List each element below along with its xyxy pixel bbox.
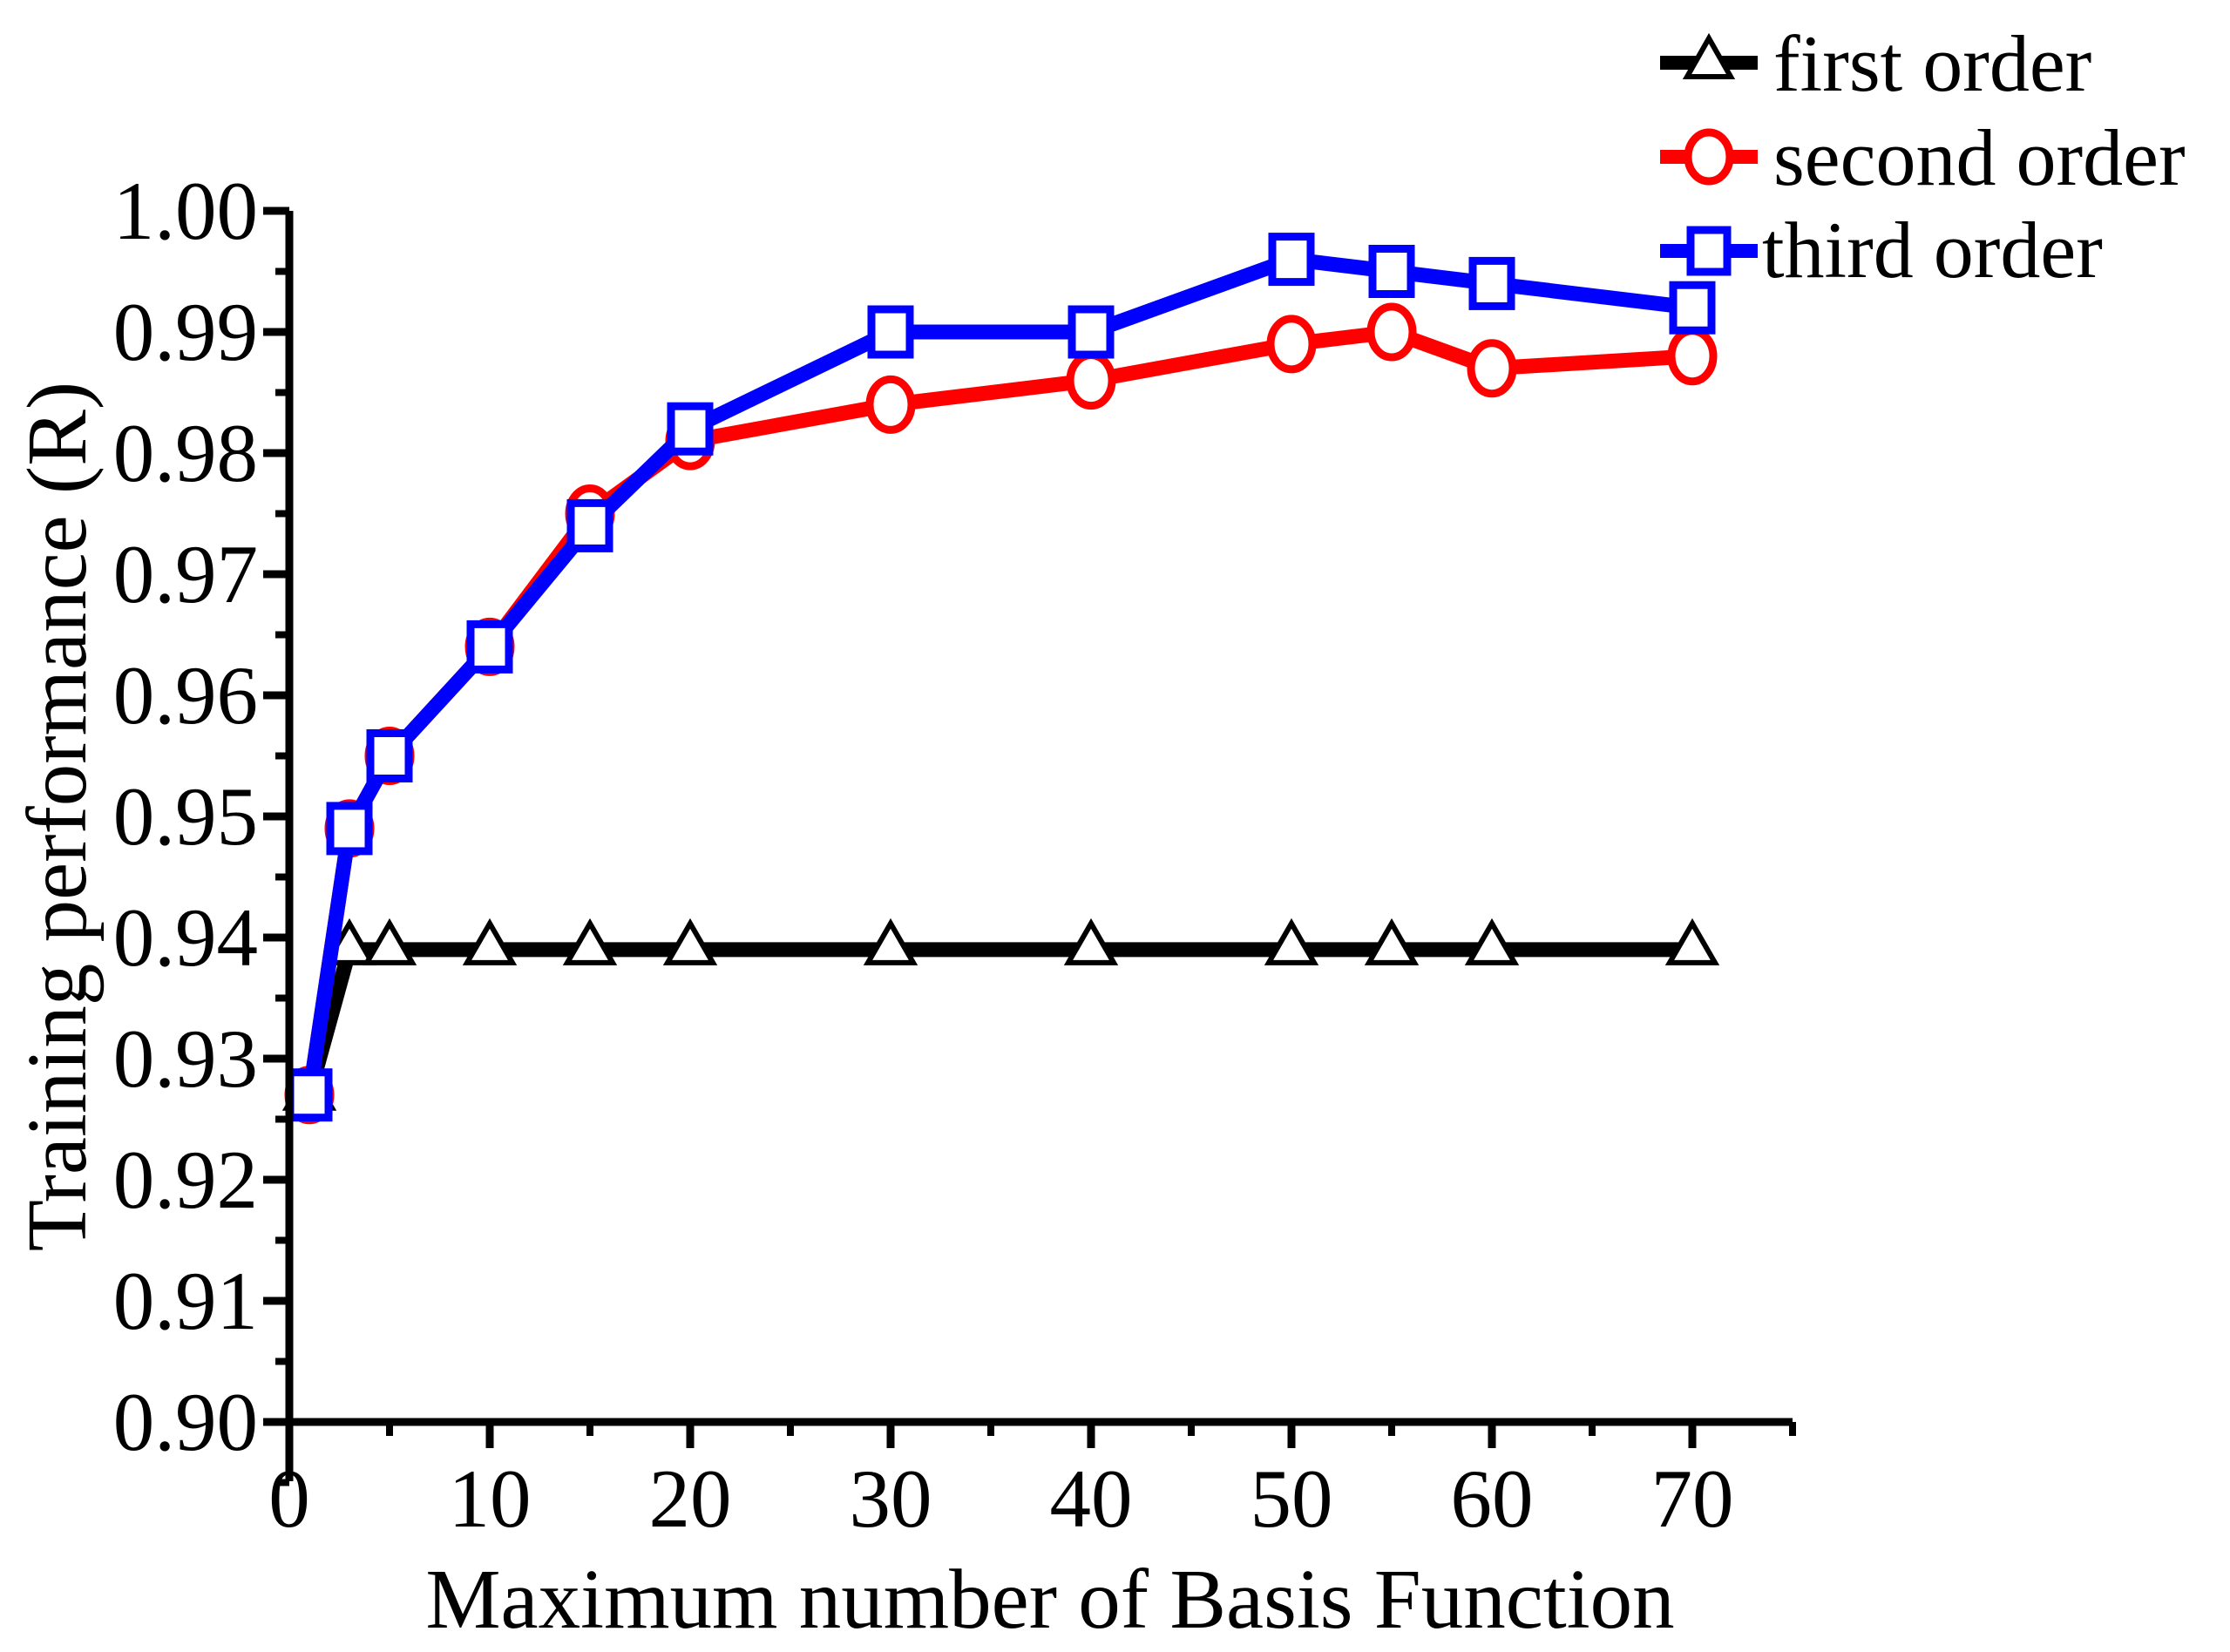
y-tick-label: 0.97	[113, 528, 258, 620]
marker-square-third-order	[667, 402, 714, 456]
x-tick-label: 70	[1651, 1452, 1734, 1545]
axis-ticks: 0.90 0.91 0.92 0.93 0.94 0.95 0.96 0.97 0.98 0.99…	[113, 165, 1796, 1545]
legend-label-third-order: third order	[1762, 206, 2103, 295]
x-axis-title: Maximum number of Basis Function	[425, 1553, 1674, 1646]
marker-circle-second-order	[865, 375, 916, 434]
x-tick-label: 40	[1050, 1452, 1133, 1545]
y-tick-label: 0.98	[113, 407, 258, 499]
marker-square-third-order	[286, 1068, 333, 1122]
x-tick-label: 20	[649, 1452, 732, 1545]
marker-triangle-first-order	[1464, 917, 1520, 965]
legend-label-second-order: second order	[1773, 113, 2186, 202]
marker-square-third-order	[566, 498, 613, 552]
marker-square-third-order	[1468, 256, 1515, 310]
marker-triangle-first-order	[562, 917, 618, 965]
x-tick-label: 30	[850, 1452, 932, 1545]
marker-square-third-order	[366, 729, 413, 782]
marker-triangle-first-order	[662, 917, 718, 965]
marker-square-third-order	[1268, 233, 1315, 287]
marker-triangle-first-order	[1364, 917, 1420, 965]
y-tick-label: 1.00	[113, 165, 258, 257]
legend-item-third-order: third order	[1660, 206, 2103, 295]
marker-square-third-order	[1669, 281, 1716, 335]
marker-square-third-order	[867, 305, 914, 359]
marker-circle-second-order	[1266, 315, 1317, 374]
marker-triangle-first-order	[462, 917, 518, 965]
legend: first order second order third order	[1660, 19, 2186, 295]
x-tick-label: 50	[1251, 1452, 1333, 1545]
y-axis-title: Training performance (R)	[10, 382, 104, 1251]
marker-square-third-order	[1068, 305, 1115, 359]
x-tick-label: 10	[449, 1452, 532, 1545]
y-tick-label: 0.94	[113, 891, 258, 984]
marker-triangle-first-order	[1264, 917, 1319, 965]
marker-triangle-first-order	[362, 917, 417, 965]
marker-circle-second-order	[1066, 351, 1116, 410]
marker-square-third-order	[466, 620, 513, 674]
y-tick-label: 0.95	[113, 770, 258, 863]
marker-triangle-first-order	[1063, 917, 1119, 965]
legend-label-first-order: first order	[1773, 19, 2091, 108]
series-plot-area	[281, 233, 1720, 1125]
legend-item-second-order: second order	[1660, 113, 2186, 202]
legend-triangle-icon	[1682, 32, 1736, 79]
x-tick-label: 60	[1451, 1452, 1534, 1545]
marker-circle-second-order	[1366, 302, 1417, 362]
marker-circle-second-order	[1667, 327, 1718, 386]
y-tick-label: 0.91	[113, 1255, 258, 1347]
marker-square-third-order	[326, 802, 373, 856]
legend-item-first-order: first order	[1660, 19, 2091, 108]
y-tick-label: 0.93	[113, 1012, 258, 1105]
series-line-second-order	[302, 324, 1693, 1096]
y-tick-label: 0.92	[113, 1134, 258, 1226]
legend-square-icon	[1686, 226, 1732, 276]
marker-square-third-order	[1368, 245, 1415, 298]
legend-circle-icon	[1684, 128, 1734, 186]
y-tick-label: 0.99	[113, 286, 258, 378]
y-tick-label: 0.96	[113, 649, 258, 741]
marker-triangle-first-order	[863, 917, 918, 965]
series-line-first-order	[302, 942, 1692, 1097]
marker-triangle-first-order	[1664, 917, 1720, 965]
marker-circle-second-order	[1467, 339, 1517, 398]
y-tick-label: 0.90	[113, 1376, 258, 1468]
